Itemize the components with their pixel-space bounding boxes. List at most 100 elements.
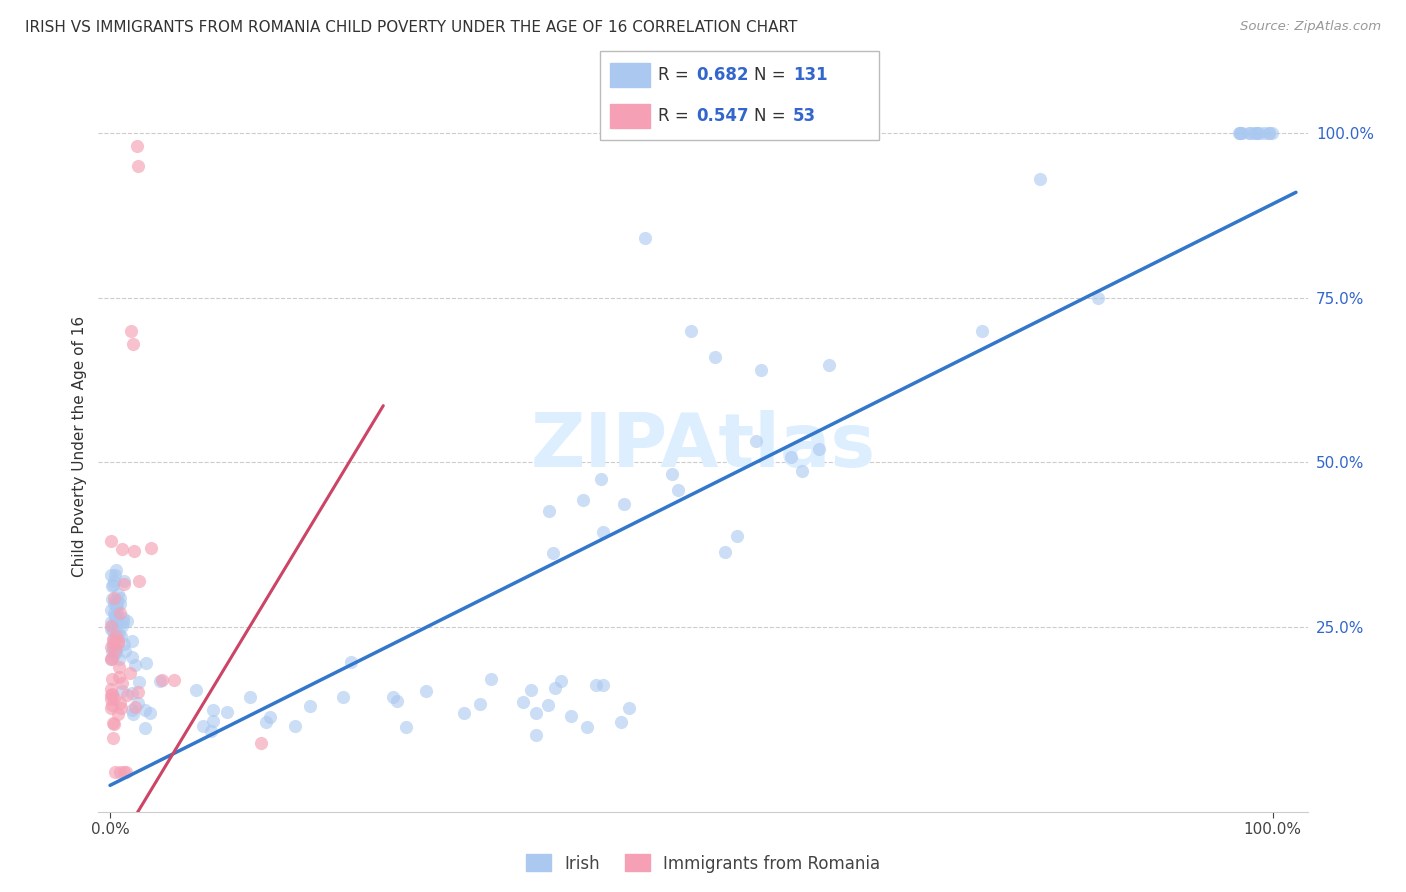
Point <box>681 324 703 338</box>
Point <box>217 705 239 719</box>
Point <box>201 714 224 728</box>
Point <box>592 678 614 692</box>
Point <box>103 568 125 582</box>
Point <box>120 324 142 338</box>
Point <box>112 577 135 591</box>
Point <box>100 568 122 582</box>
Point <box>613 497 636 511</box>
Point <box>1087 291 1109 305</box>
Point <box>124 657 146 672</box>
Point <box>1029 172 1052 186</box>
Point <box>101 650 124 665</box>
Point <box>105 611 128 625</box>
Point <box>110 591 132 606</box>
Point <box>1230 126 1253 140</box>
Point <box>101 624 124 638</box>
Point <box>101 687 124 701</box>
Point <box>104 608 127 623</box>
Point <box>284 719 307 733</box>
Point <box>103 597 125 611</box>
Point <box>128 574 150 588</box>
Point <box>105 617 128 632</box>
Point <box>1258 126 1281 140</box>
Text: ZIPAtlas: ZIPAtlas <box>530 409 876 483</box>
Point <box>108 627 131 641</box>
Point <box>111 618 134 632</box>
Point <box>101 698 124 712</box>
Point <box>571 492 593 507</box>
Point <box>100 691 122 706</box>
Point <box>103 640 125 655</box>
Point <box>127 159 149 173</box>
Point <box>703 350 725 364</box>
Point <box>100 652 122 666</box>
Point <box>107 707 129 722</box>
Point <box>100 615 122 629</box>
Point <box>970 324 993 338</box>
Point <box>115 614 138 628</box>
Point <box>125 139 148 153</box>
Point <box>725 529 748 543</box>
Point <box>479 673 502 687</box>
Point <box>103 632 125 646</box>
Point <box>111 676 134 690</box>
Point <box>121 707 143 722</box>
Point <box>112 765 135 780</box>
Point <box>121 649 143 664</box>
Point <box>121 633 143 648</box>
Point <box>453 706 475 720</box>
Text: IRISH VS IMMIGRANTS FROM ROMANIA CHILD POVERTY UNDER THE AGE OF 16 CORRELATION C: IRISH VS IMMIGRANTS FROM ROMANIA CHILD P… <box>25 20 797 35</box>
Point <box>468 697 491 711</box>
Point <box>108 598 131 612</box>
Point <box>100 622 122 636</box>
Point <box>100 701 122 715</box>
Point <box>163 673 186 687</box>
Point <box>259 709 281 723</box>
Text: 0.547: 0.547 <box>696 107 748 125</box>
Point <box>104 611 127 625</box>
Point <box>120 666 142 681</box>
Text: N =: N = <box>754 107 790 125</box>
Point <box>112 637 135 651</box>
Text: R =: R = <box>658 66 695 84</box>
Point <box>1261 126 1284 140</box>
Point <box>101 636 124 650</box>
Point <box>110 630 132 644</box>
Point <box>134 721 156 735</box>
Point <box>543 546 565 560</box>
Point <box>818 358 841 372</box>
Point <box>104 765 127 780</box>
Point <box>104 629 127 643</box>
Y-axis label: Child Poverty Under the Age of 16: Child Poverty Under the Age of 16 <box>72 316 87 576</box>
Point <box>536 698 558 712</box>
Point <box>381 690 404 704</box>
Point <box>100 619 122 633</box>
Point <box>1246 126 1268 140</box>
Point <box>101 644 124 658</box>
Point <box>121 686 143 700</box>
Point <box>101 578 124 592</box>
Point <box>105 627 128 641</box>
Point <box>105 606 128 620</box>
Point <box>666 483 689 497</box>
Point <box>200 724 222 739</box>
Point <box>780 450 803 464</box>
Point <box>524 728 547 742</box>
Point <box>105 617 128 632</box>
Point <box>101 591 124 606</box>
Text: N =: N = <box>754 66 790 84</box>
Point <box>105 593 128 607</box>
Point <box>127 684 149 698</box>
Point <box>519 682 541 697</box>
Point <box>104 642 127 657</box>
Point <box>104 594 127 608</box>
Point <box>239 690 262 704</box>
Point <box>560 709 582 723</box>
Point <box>103 574 125 588</box>
Point <box>1229 126 1251 140</box>
Point <box>149 673 172 688</box>
Point <box>107 587 129 601</box>
Point <box>1227 126 1250 140</box>
Point <box>524 706 547 721</box>
Point <box>202 702 225 716</box>
